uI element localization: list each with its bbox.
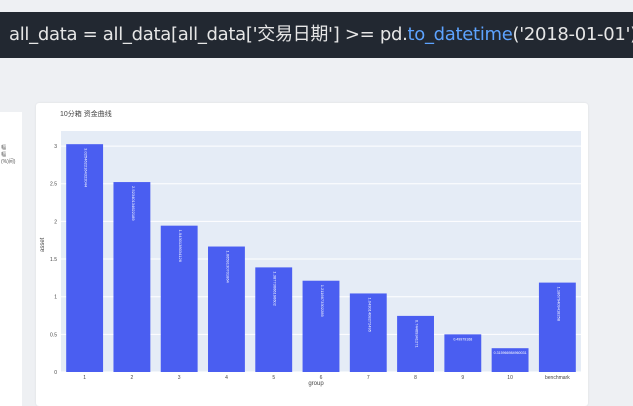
y-tick-label: 0: [54, 370, 57, 376]
x-tick-label: 6: [320, 375, 323, 381]
data-label: 1.9430138034126: [178, 230, 183, 263]
bar-layer: [66, 144, 576, 372]
y-tick-label: 2: [54, 219, 57, 225]
data-label: 0.49979168: [453, 337, 472, 341]
bar[interactable]: [491, 348, 529, 372]
bar[interactable]: [444, 334, 482, 372]
data-label: 1.6659130701864: [225, 251, 230, 284]
data-label: 0.315966984960031: [494, 351, 527, 355]
x-tick-label: 4: [225, 375, 228, 381]
x-tick-label: 3: [178, 375, 181, 381]
bar[interactable]: [160, 225, 198, 372]
bar[interactable]: [349, 293, 387, 372]
bar[interactable]: [397, 315, 434, 372]
chart-title: 10分箱 资金曲线: [60, 111, 112, 118]
code-prefix: all_data = all_data[all_data['交易日期'] >= …: [9, 24, 408, 45]
data-label: 1.18679409418258: [556, 287, 561, 322]
data-label: 1.2116673302289: [320, 285, 325, 318]
y-tick-label: 2.5: [50, 182, 57, 188]
data-label: 1.38773666196602: [273, 271, 278, 306]
x-tick-label: 1: [83, 375, 86, 381]
y-tick-label: 3: [54, 144, 57, 150]
data-label: 0.74469341271: [415, 320, 420, 349]
bar[interactable]: [66, 144, 104, 372]
data-label: 2.52340134622189: [131, 186, 136, 221]
x-tick-label: benchmark: [545, 375, 570, 381]
sidebar-line: (%)间): [1, 159, 16, 165]
x-tick-label: 2: [131, 375, 134, 381]
data-label: 1.04301408272495: [367, 297, 372, 332]
sidebar-line: 幅: [1, 152, 7, 158]
y-axis-title: asset: [40, 237, 46, 252]
code-line[interactable]: all_data = all_data[all_data['交易日期'] >= …: [9, 22, 633, 48]
ytick-layer: 0 0.5 1 1.5 2 2.5 3: [50, 144, 57, 376]
bar[interactable]: [208, 246, 245, 372]
x-tick-label: 8: [414, 375, 417, 381]
code-cell[interactable]: [0, 12, 633, 58]
x-axis-title: group: [308, 381, 324, 387]
x-tick-label: 10: [507, 375, 513, 381]
label-layer: 3.0254622164322044 2.52340134622189 1.9430…: [84, 148, 562, 355]
bar[interactable]: [113, 182, 151, 372]
code-function: to_datetime: [407, 24, 513, 45]
bar[interactable]: [255, 267, 293, 372]
left-panel: 幅 幅 (%)间): [0, 112, 22, 406]
y-tick-label: 1.5: [50, 257, 57, 263]
y-tick-label: 0.5: [50, 332, 57, 338]
sidebar-line: 幅: [1, 145, 7, 151]
x-tick-label: 5: [272, 375, 275, 381]
data-label: 3.0254622164322044: [84, 148, 89, 188]
bar[interactable]: [302, 280, 340, 372]
y-tick-label: 1: [54, 295, 57, 301]
code-suffix: ('2018-01-01'): [512, 24, 633, 45]
x-tick-label: 9: [461, 375, 464, 381]
x-tick-label: 7: [367, 375, 370, 381]
bar[interactable]: [538, 282, 576, 372]
xtick-layer: 1 2 3 4 5 6 7 8 9 10 benchmark: [83, 375, 570, 381]
